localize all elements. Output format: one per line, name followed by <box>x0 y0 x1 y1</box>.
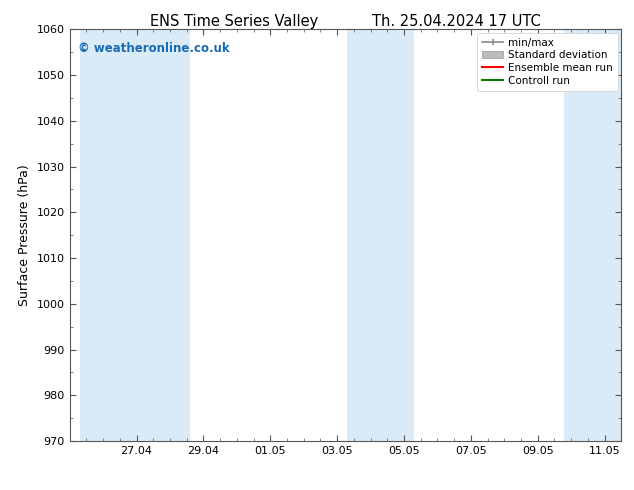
Bar <box>564 29 621 441</box>
Bar <box>347 29 414 441</box>
Y-axis label: Surface Pressure (hPa): Surface Pressure (hPa) <box>18 164 31 306</box>
Legend: min/max, Standard deviation, Ensemble mean run, Controll run: min/max, Standard deviation, Ensemble me… <box>477 32 618 91</box>
Text: ENS Time Series Valley: ENS Time Series Valley <box>150 14 319 29</box>
Bar <box>80 29 146 441</box>
Bar <box>146 29 190 441</box>
Text: © weatheronline.co.uk: © weatheronline.co.uk <box>78 42 230 55</box>
Text: Th. 25.04.2024 17 UTC: Th. 25.04.2024 17 UTC <box>372 14 541 29</box>
